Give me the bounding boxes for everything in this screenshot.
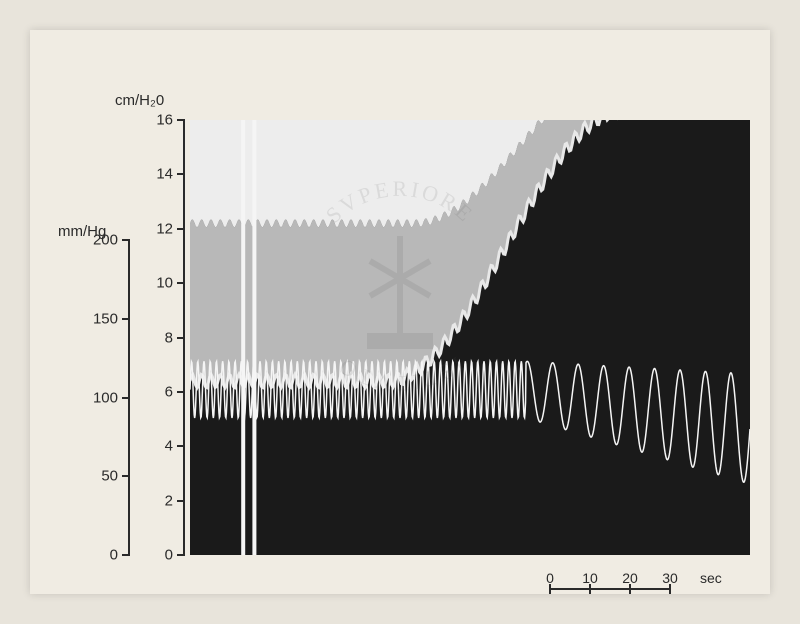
tick-label: 50 xyxy=(101,468,118,485)
tick xyxy=(177,228,185,230)
event-marker xyxy=(241,120,245,555)
tick-label: 100 xyxy=(93,389,118,406)
x-unit-label: sec xyxy=(700,570,722,586)
tick xyxy=(122,554,130,556)
axis-primary: 0246810121416 xyxy=(135,120,185,555)
tick-label: 8 xyxy=(165,329,173,346)
event-marker xyxy=(252,120,256,555)
axis-secondary: 050100150200 xyxy=(75,120,130,555)
tick xyxy=(177,119,185,121)
tick-label: 4 xyxy=(165,438,173,455)
tick xyxy=(177,391,185,393)
tick xyxy=(177,173,185,175)
tick xyxy=(177,282,185,284)
tick xyxy=(177,445,185,447)
tick-label: 14 xyxy=(156,166,173,183)
tick xyxy=(122,475,130,477)
tick-label: 0 xyxy=(110,547,118,564)
tick xyxy=(177,500,185,502)
axis-title-primary: cm/H₂0 xyxy=(115,92,164,109)
tick xyxy=(177,337,185,339)
tick xyxy=(122,318,130,320)
tick-label: 6 xyxy=(165,383,173,400)
photo-frame: cm/H₂0 mm/Hg 0246810121416 050100150200 … xyxy=(30,30,770,594)
tick xyxy=(122,239,130,241)
plot-area xyxy=(190,120,750,555)
tick-label: 200 xyxy=(93,232,118,249)
trace-a xyxy=(190,361,750,482)
x-bar xyxy=(550,588,670,590)
x-scale: 0102030sec xyxy=(550,570,730,600)
tick xyxy=(122,397,130,399)
plot-svg xyxy=(190,120,750,555)
tick-label: 12 xyxy=(156,220,173,237)
tick-label: 2 xyxy=(165,492,173,509)
tick-label: 16 xyxy=(156,112,173,129)
tick xyxy=(177,554,185,556)
tick-label: 10 xyxy=(156,275,173,292)
tick-label: 150 xyxy=(93,310,118,327)
tick-label: 0 xyxy=(165,547,173,564)
